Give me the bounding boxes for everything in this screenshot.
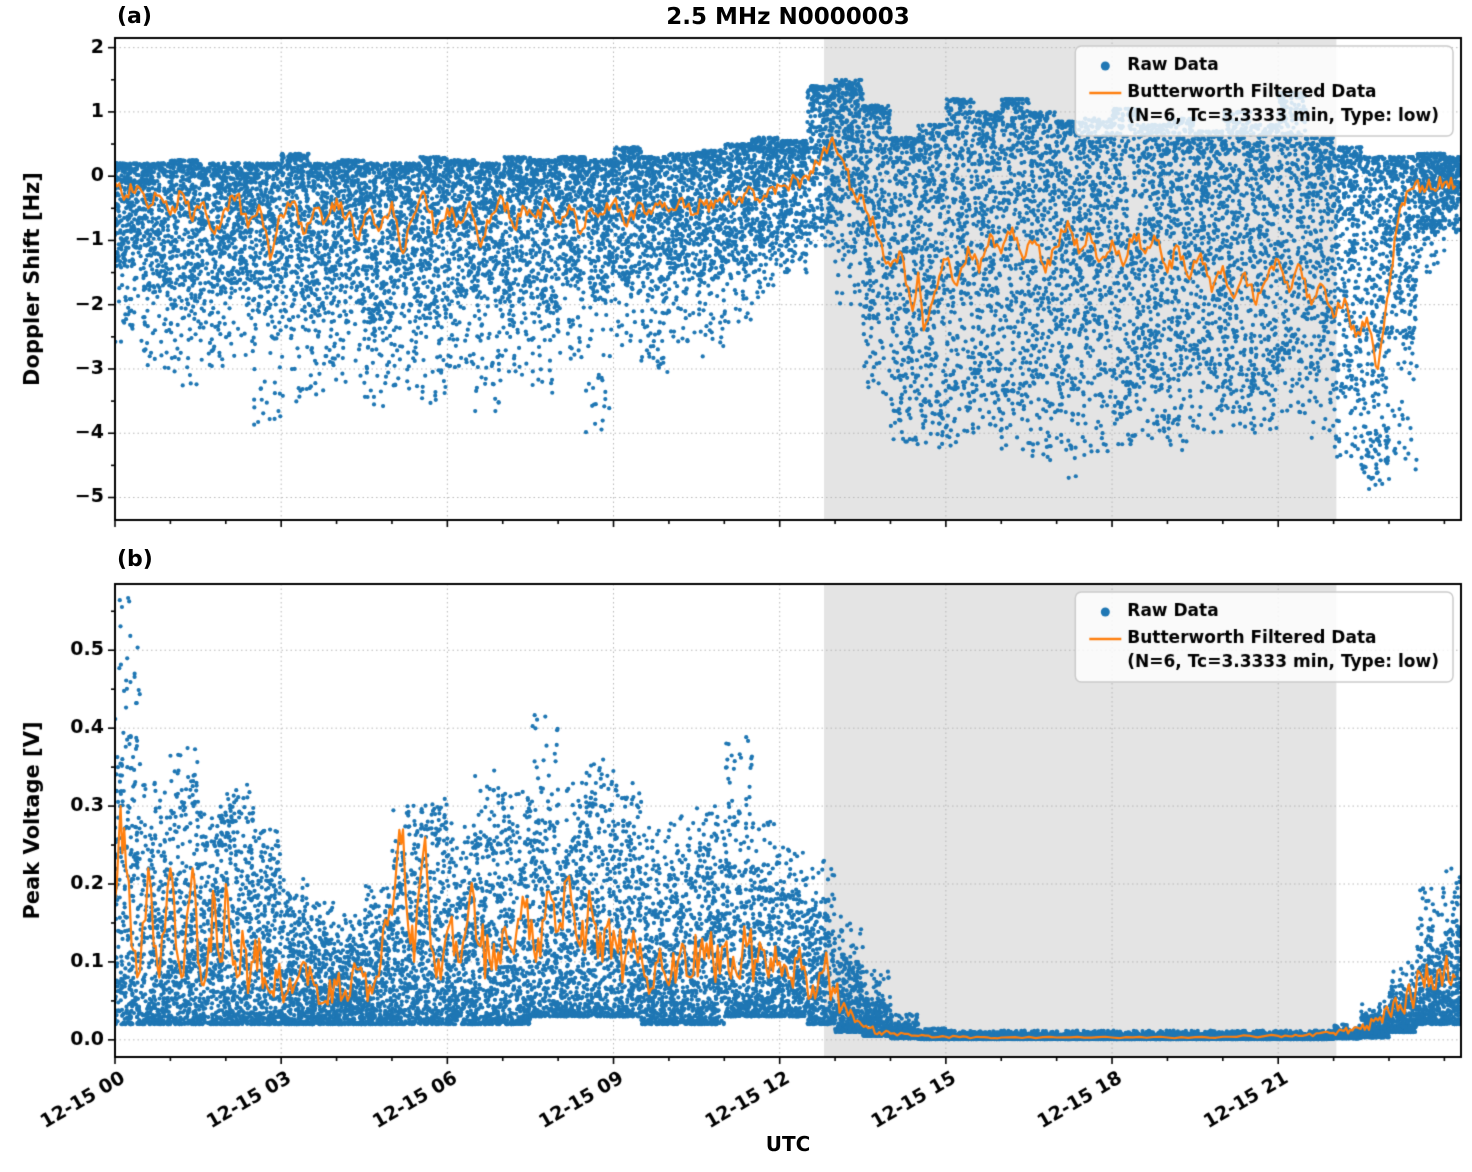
panel-b-label: (b) <box>117 547 153 572</box>
x-axis-title: UTC <box>765 1132 811 1156</box>
panel-a-label: (a) <box>117 4 152 29</box>
panel-a-chart <box>0 0 1472 560</box>
chart-title: 2.5 MHz N0000003 <box>666 4 910 30</box>
panel-b-chart <box>0 560 1472 1172</box>
